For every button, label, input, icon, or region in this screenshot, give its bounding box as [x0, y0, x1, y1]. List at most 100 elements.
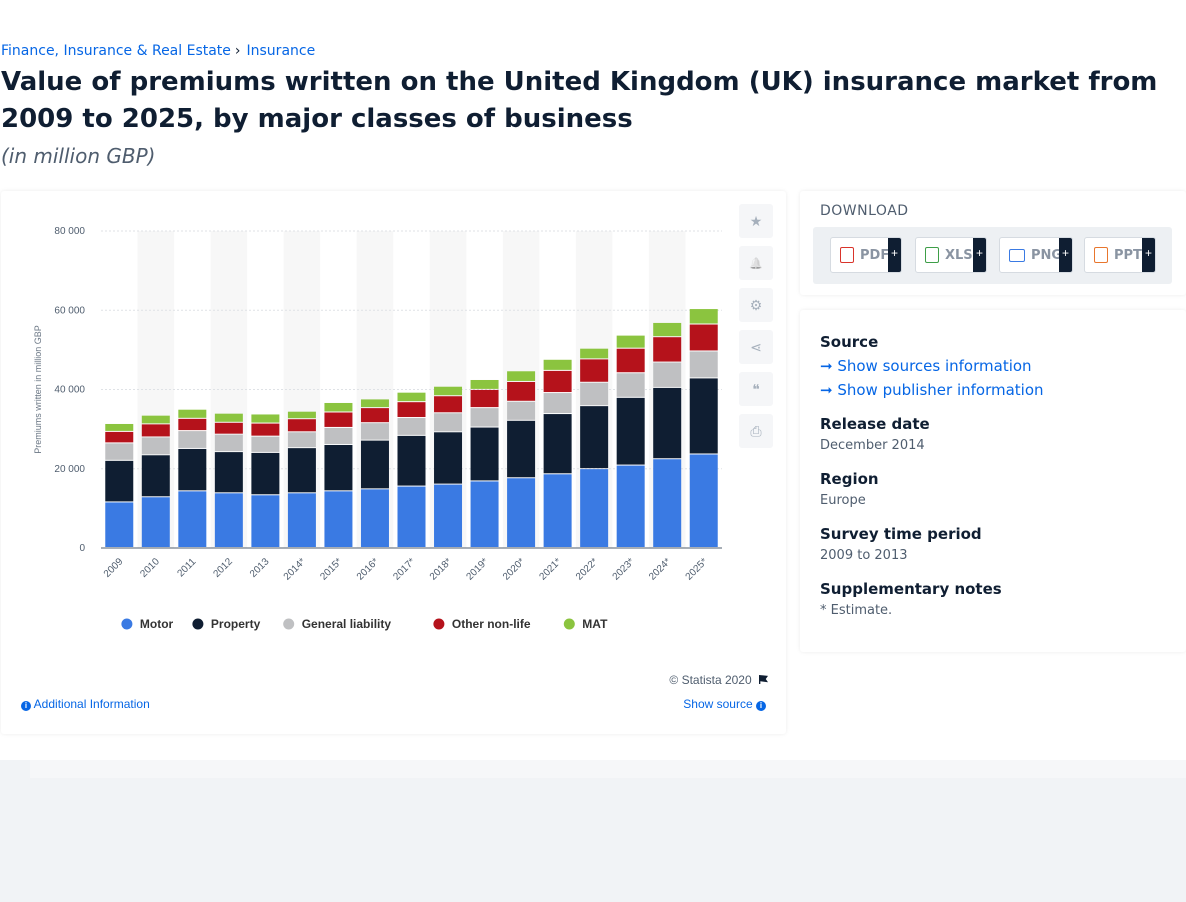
download-buttons: PDF + XLS + PNG + PPT +: [813, 227, 1172, 284]
survey-period-value: 2009 to 2013: [820, 548, 908, 563]
page-subtitle: (in million GBP): [1, 144, 156, 168]
bar-segment: [397, 392, 426, 402]
bar-segment: [653, 362, 682, 387]
bar-segment: [397, 486, 426, 547]
ppt-file-icon: [1094, 247, 1108, 263]
bar-segment: [141, 497, 170, 547]
info-icon: i: [756, 701, 766, 711]
legend-label: Other non-life: [452, 617, 531, 631]
x-tick-label: 2022*: [574, 556, 600, 582]
x-tick-label: 2020*: [501, 556, 527, 582]
copyright-text: © Statista 2020: [669, 673, 752, 687]
show-source-link[interactable]: Show source i: [683, 697, 766, 711]
bar-segment: [287, 493, 316, 547]
bar-segment: [689, 351, 718, 378]
x-tick-label: 2016*: [355, 556, 381, 582]
settings-button[interactable]: ⚙: [739, 288, 773, 322]
share-button[interactable]: ⋖: [739, 330, 773, 364]
plus-icon: +: [888, 238, 901, 272]
bottom-section: [0, 760, 1186, 902]
x-tick-label: 2021*: [537, 556, 563, 582]
additional-information-label: Additional Information: [33, 697, 150, 711]
bar-segment: [543, 359, 572, 370]
bar-segment: [616, 465, 645, 547]
legend-label: MAT: [582, 617, 608, 631]
source-card: Source ➞ Show sources information ➞ Show…: [800, 310, 1186, 652]
source-label: Source: [820, 333, 879, 351]
x-tick-label: 2011: [175, 556, 198, 579]
bottom-divider: [30, 760, 1186, 778]
bar-segment: [178, 491, 207, 547]
notification-button[interactable]: 🔔: [739, 246, 773, 280]
bar-segment: [507, 371, 536, 381]
download-ppt-button[interactable]: PPT +: [1084, 237, 1156, 273]
bar-segment: [251, 452, 280, 495]
breadcrumb-item-insurance[interactable]: Insurance: [246, 43, 316, 59]
bar-segment: [141, 424, 170, 437]
arrow-right-icon: ➞: [820, 381, 838, 399]
bar-segment: [214, 422, 243, 434]
star-icon: ★: [749, 212, 763, 229]
bar-segment: [653, 387, 682, 459]
favorite-button[interactable]: ★: [739, 204, 773, 238]
bar-segment: [287, 419, 316, 432]
bar-segment: [434, 396, 463, 413]
bar-segment: [324, 427, 353, 444]
bar-segment: [689, 454, 718, 547]
bar-segment: [543, 474, 572, 547]
bar-segment: [397, 435, 426, 486]
print-button[interactable]: ⎙: [739, 414, 773, 448]
bar-segment: [543, 414, 572, 474]
show-source-label: Show source: [683, 697, 753, 711]
download-png-button[interactable]: PNG +: [999, 237, 1073, 273]
download-pdf-button[interactable]: PDF +: [830, 237, 902, 273]
show-publisher-link[interactable]: ➞ Show publisher information: [820, 381, 1044, 399]
bar-segment: [689, 378, 718, 454]
legend-marker: [283, 618, 295, 630]
additional-information-link[interactable]: i Additional Information: [21, 697, 150, 711]
bar-segment: [105, 502, 134, 547]
pdf-file-icon: [840, 247, 854, 263]
show-sources-link[interactable]: ➞ Show sources information: [820, 357, 1032, 375]
show-sources-label: Show sources information: [837, 357, 1032, 375]
bar-segment: [324, 491, 353, 547]
bar-segment: [507, 401, 536, 420]
x-tick-label: 2025*: [684, 556, 710, 582]
download-xls-label: XLS: [945, 247, 973, 263]
stacked-bar-chart: 0 20 000 40 000 60 000 80 000 Premiums writte…: [33, 226, 722, 631]
bar-segment: [653, 459, 682, 547]
bar-segment: [214, 434, 243, 452]
breadcrumb-item-finance[interactable]: Finance, Insurance & Real Estate: [1, 43, 231, 59]
download-xls-button[interactable]: XLS +: [915, 237, 987, 273]
bar-segment: [653, 337, 682, 362]
y-tick-label: 20 000: [54, 464, 85, 475]
cite-button[interactable]: ❝: [739, 372, 773, 406]
bar-segment: [470, 379, 499, 389]
x-tick-label: 2014*: [282, 556, 308, 582]
copyright-notice: © Statista 2020: [669, 673, 768, 687]
supplementary-notes-label: Supplementary notes: [820, 580, 1002, 598]
x-tick-label: 2024*: [647, 556, 673, 582]
survey-period-label: Survey time period: [820, 525, 982, 543]
chart-toolbar: ★ 🔔 ⚙ ⋖ ❝ ⎙: [739, 204, 773, 456]
download-ppt-label: PPT: [1114, 247, 1142, 263]
bar-segment: [470, 389, 499, 408]
bar-segment: [653, 322, 682, 337]
arrow-right-icon: ➞: [820, 357, 838, 375]
bar-segment: [105, 443, 134, 460]
bar-segment: [324, 412, 353, 427]
xls-file-icon: [925, 247, 939, 263]
bar-segment: [251, 436, 280, 452]
bar-segment: [141, 415, 170, 424]
bar-segment: [689, 324, 718, 351]
bar-segment: [287, 411, 316, 419]
y-axis-title: Premiums written in million GBP: [33, 325, 43, 454]
bar-segment: [178, 409, 207, 418]
gear-icon: ⚙: [749, 296, 763, 313]
download-png-label: PNG: [1031, 247, 1063, 263]
bar-segment: [507, 420, 536, 478]
bar-segment: [178, 418, 207, 431]
bar-segment: [616, 397, 645, 465]
bar-segment: [105, 431, 134, 443]
show-publisher-label: Show publisher information: [837, 381, 1044, 399]
